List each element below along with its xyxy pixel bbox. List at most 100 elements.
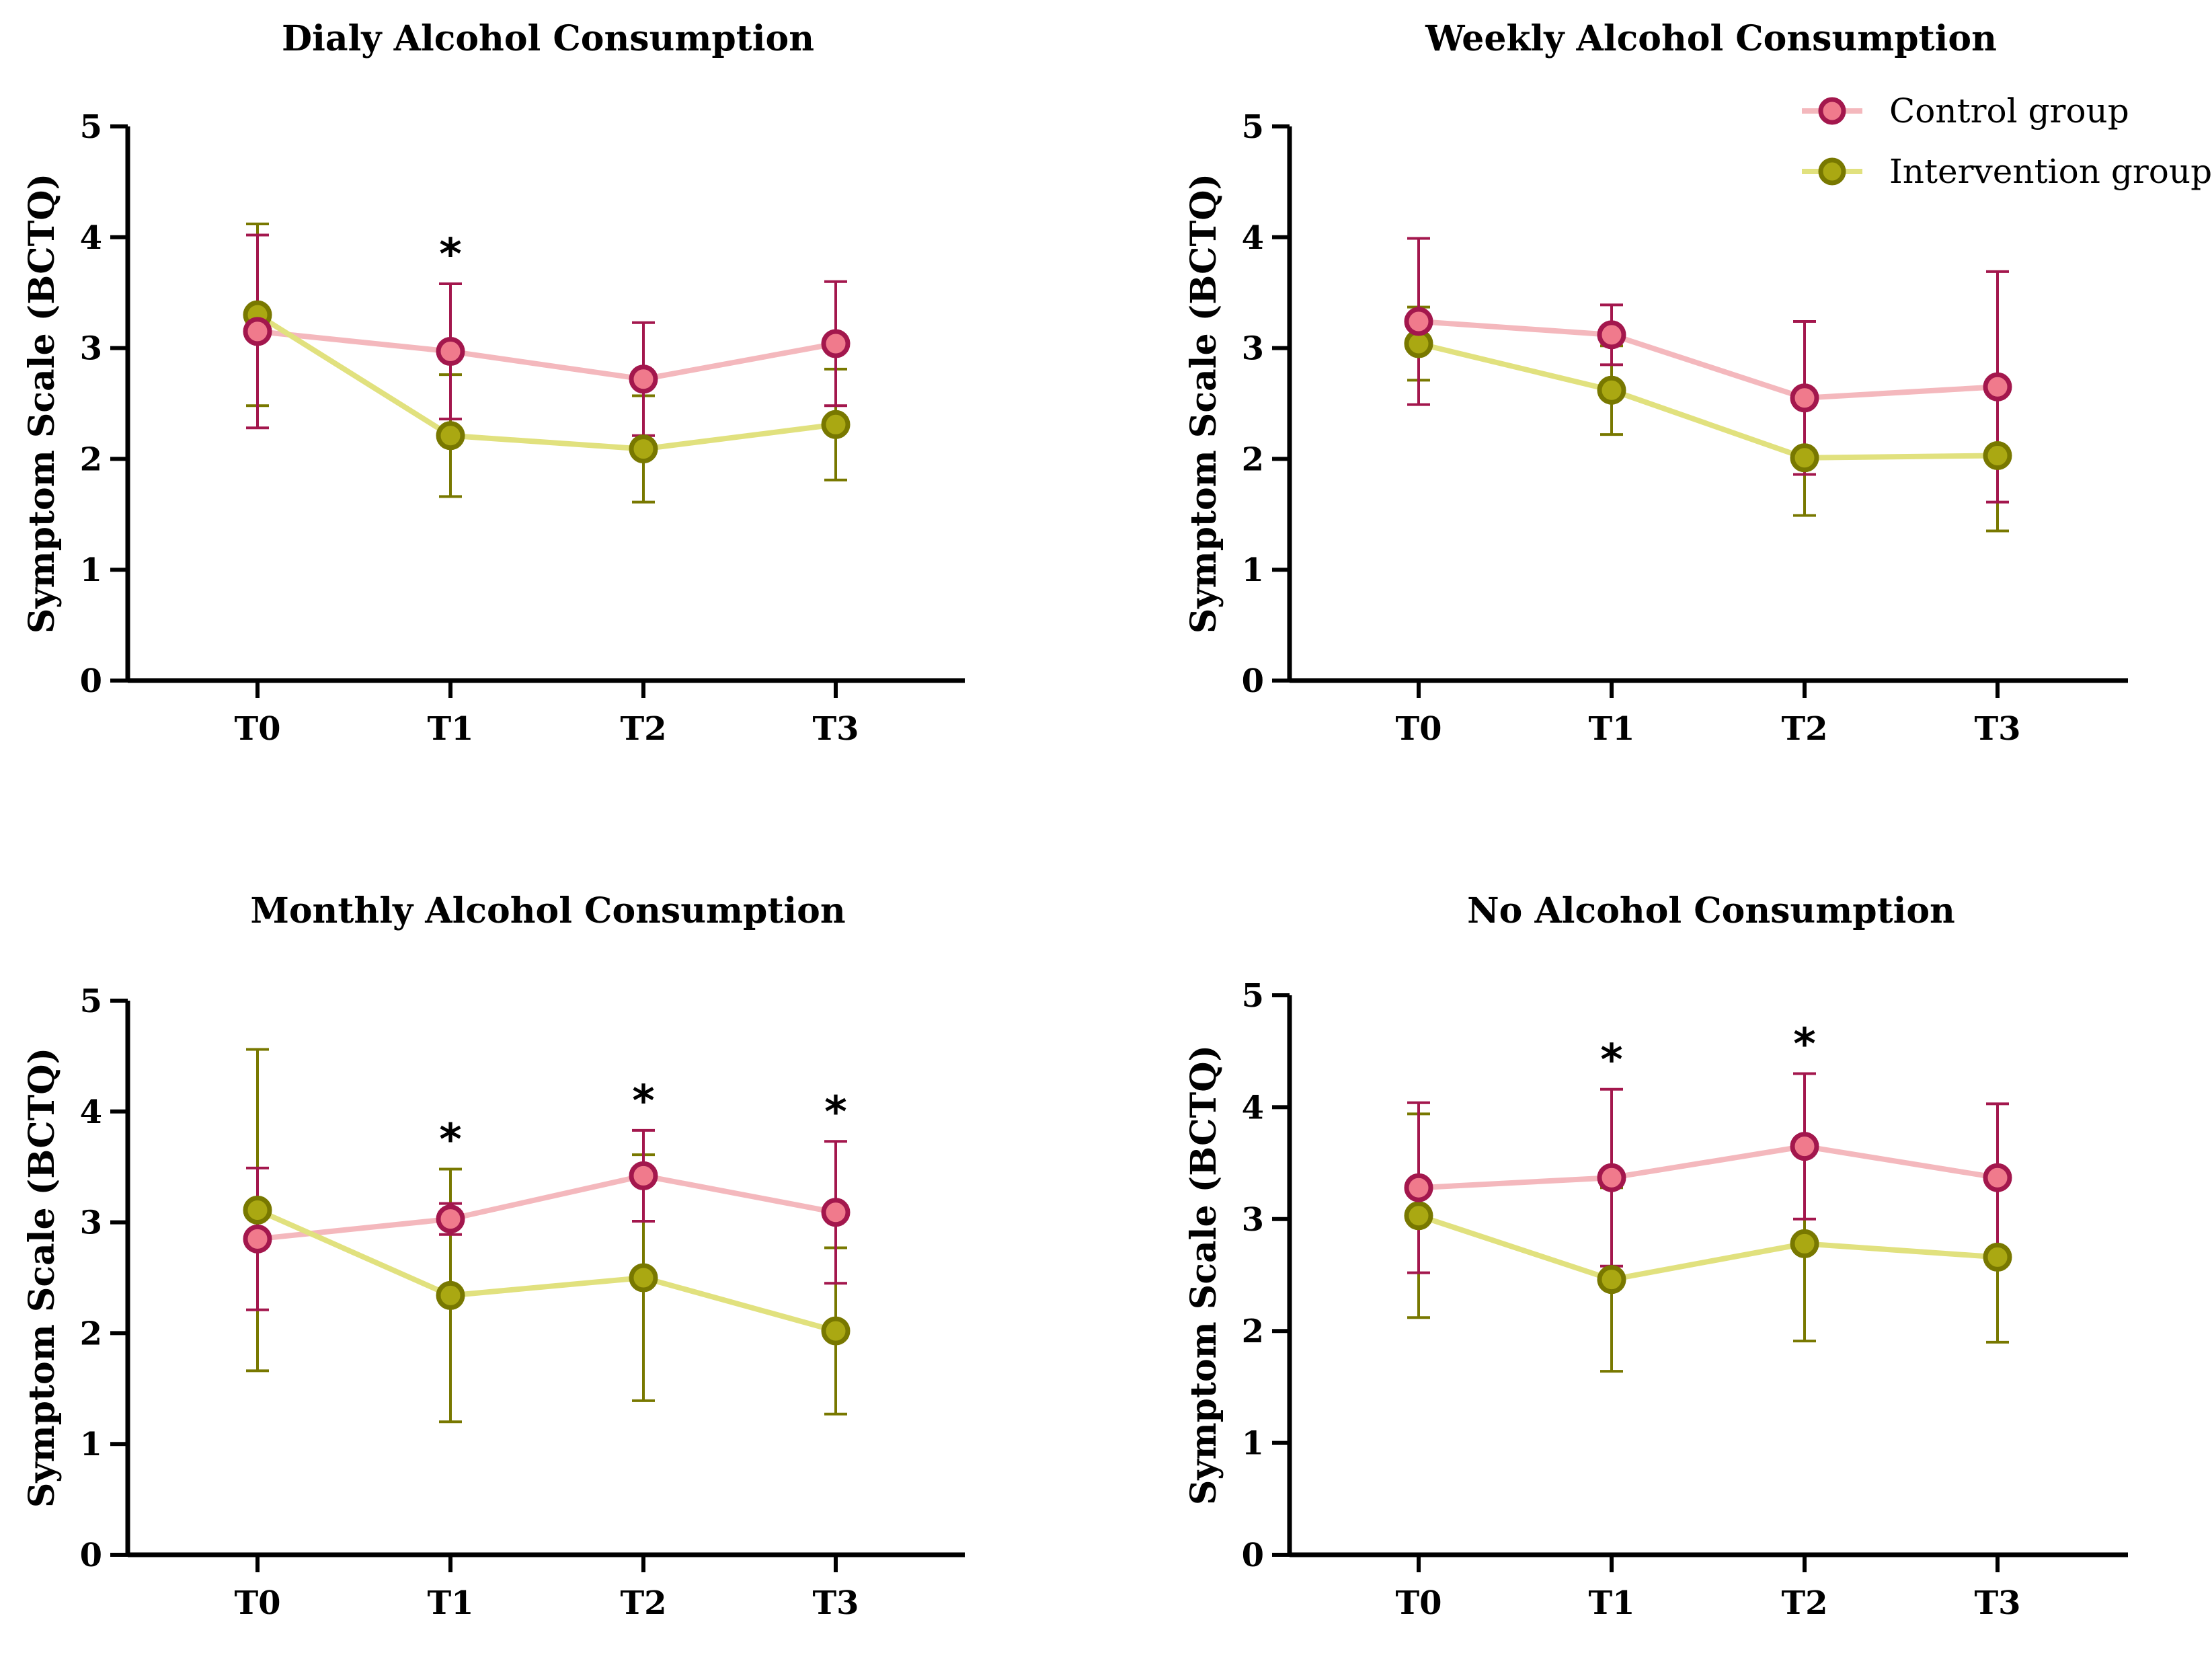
data-point-control: [1790, 383, 1819, 413]
series-line-control: [257, 1173, 836, 1242]
data-point-intervention: [629, 434, 658, 464]
chart-title: No Alcohol Consumption: [1467, 890, 1955, 931]
y-tick-label: 0: [1242, 662, 1264, 700]
legend-intervention-label: Intervention group: [1889, 152, 2212, 191]
y-tick-label: 2: [80, 1315, 102, 1352]
y-tick-label: 1: [80, 1426, 102, 1463]
y-axis-label: Symptom Scale (BCTQ): [1183, 1045, 1224, 1505]
x-tick-label: T0: [1395, 1584, 1441, 1622]
y-tick-label: 2: [80, 440, 102, 478]
x-tick-label: T3: [1974, 1584, 2020, 1622]
y-tick-label: 3: [80, 330, 102, 368]
data-point-intervention: [1983, 1242, 2012, 1272]
significance-marker: *: [824, 1087, 846, 1137]
data-point-intervention: [1790, 443, 1819, 473]
chart-title: Weekly Alcohol Consumption: [1425, 18, 1997, 59]
y-tick-label: 1: [1242, 551, 1264, 589]
data-point-intervention: [436, 421, 465, 451]
data-point-intervention: [1983, 440, 2012, 470]
y-tick-label: 4: [80, 219, 102, 257]
data-point-control: [821, 1198, 851, 1227]
x-tick-label: T2: [1781, 1584, 1827, 1622]
x-tick-label: T0: [1395, 710, 1441, 748]
chart-panel: Dialy Alcohol Consumption Symptom Scale (…: [22, 18, 965, 748]
y-tick-label: 1: [80, 551, 102, 589]
chart-panel: Monthly Alcohol Consumption Symptom Scale…: [22, 890, 965, 1622]
series-line-intervention: [1418, 341, 1998, 461]
data-point-control: [243, 1224, 272, 1254]
chart-title: Monthly Alcohol Consumption: [250, 890, 845, 931]
x-tick-label: T3: [812, 710, 859, 748]
chart-panel: Weekly Alcohol Consumption Symptom Scale …: [1183, 18, 2128, 748]
significance-marker: *: [439, 230, 461, 280]
y-axis-label: Symptom Scale (BCTQ): [22, 174, 63, 633]
data-point-intervention: [1404, 1201, 1433, 1231]
y-tick-label: 5: [1242, 108, 1264, 146]
y-tick-label: 4: [1242, 219, 1264, 257]
x-tick-label: T2: [620, 710, 666, 748]
series-line-control: [1418, 319, 1998, 401]
y-tick-label: 5: [80, 108, 102, 146]
significance-marker: *: [1600, 1036, 1622, 1085]
y-tick-label: 0: [80, 1537, 102, 1574]
y-tick-label: 2: [1242, 440, 1264, 478]
data-point-control: [1983, 1163, 2012, 1192]
data-point-control: [821, 329, 851, 358]
y-tick-label: 4: [1242, 1089, 1264, 1126]
legend: Control group Intervention group: [1802, 91, 2212, 191]
y-tick-label: 3: [80, 1204, 102, 1242]
x-tick-label: T1: [427, 1584, 473, 1622]
x-tick-label: T2: [620, 1584, 666, 1622]
y-tick-label: 4: [80, 1093, 102, 1131]
data-point-control: [243, 317, 272, 346]
data-point-intervention: [821, 410, 851, 439]
y-tick-label: 0: [1242, 1537, 1264, 1574]
x-tick-label: T3: [1974, 710, 2020, 748]
data-point-control: [1983, 372, 2012, 401]
legend-intervention-marker: [1818, 157, 1846, 186]
data-point-intervention: [243, 1195, 272, 1225]
data-point-control: [629, 364, 658, 394]
x-tick-label: T1: [1588, 1584, 1634, 1622]
data-point-control: [1597, 1163, 1626, 1192]
x-tick-label: T0: [234, 1584, 280, 1622]
series-line-control: [1418, 1143, 1998, 1191]
data-point-control: [436, 337, 465, 367]
data-point-control: [1597, 320, 1626, 350]
chart-title: Dialy Alcohol Consumption: [282, 18, 814, 59]
data-point-intervention: [629, 1263, 658, 1293]
legend-control-marker: [1818, 97, 1846, 125]
series-line-control: [257, 328, 836, 382]
data-point-control: [1404, 307, 1433, 336]
series-line-intervention: [256, 1207, 837, 1334]
significance-marker: *: [632, 1077, 654, 1126]
y-tick-label: 3: [1242, 330, 1264, 368]
data-point-intervention: [436, 1280, 465, 1310]
y-tick-label: 2: [1242, 1313, 1264, 1350]
series-line-intervention: [1417, 1213, 1998, 1282]
y-tick-label: 1: [1242, 1425, 1264, 1463]
y-axis-label: Symptom Scale (BCTQ): [22, 1048, 63, 1508]
x-tick-label: T2: [1781, 710, 1827, 748]
y-tick-label: 5: [80, 982, 102, 1020]
x-tick-label: T3: [812, 1584, 859, 1622]
data-point-control: [1404, 1173, 1433, 1202]
x-tick-label: T0: [234, 710, 280, 748]
y-axis-label: Symptom Scale (BCTQ): [1183, 174, 1224, 633]
series-line-intervention: [255, 312, 836, 452]
data-point-intervention: [1597, 375, 1626, 405]
chart-panel: No Alcohol Consumption Symptom Scale (BCT…: [1183, 890, 2128, 1622]
y-tick-label: 5: [1242, 977, 1264, 1015]
data-point-control: [1790, 1132, 1819, 1161]
x-tick-label: T1: [1588, 710, 1634, 748]
y-tick-label: 3: [1242, 1201, 1264, 1239]
y-tick-label: 0: [80, 662, 102, 700]
x-tick-label: T1: [427, 710, 473, 748]
data-point-control: [436, 1204, 465, 1234]
legend-control-label: Control group: [1889, 91, 2129, 130]
significance-marker: *: [439, 1115, 461, 1165]
data-point-intervention: [821, 1316, 851, 1346]
data-point-control: [629, 1161, 658, 1190]
data-point-intervention: [1790, 1229, 1819, 1258]
